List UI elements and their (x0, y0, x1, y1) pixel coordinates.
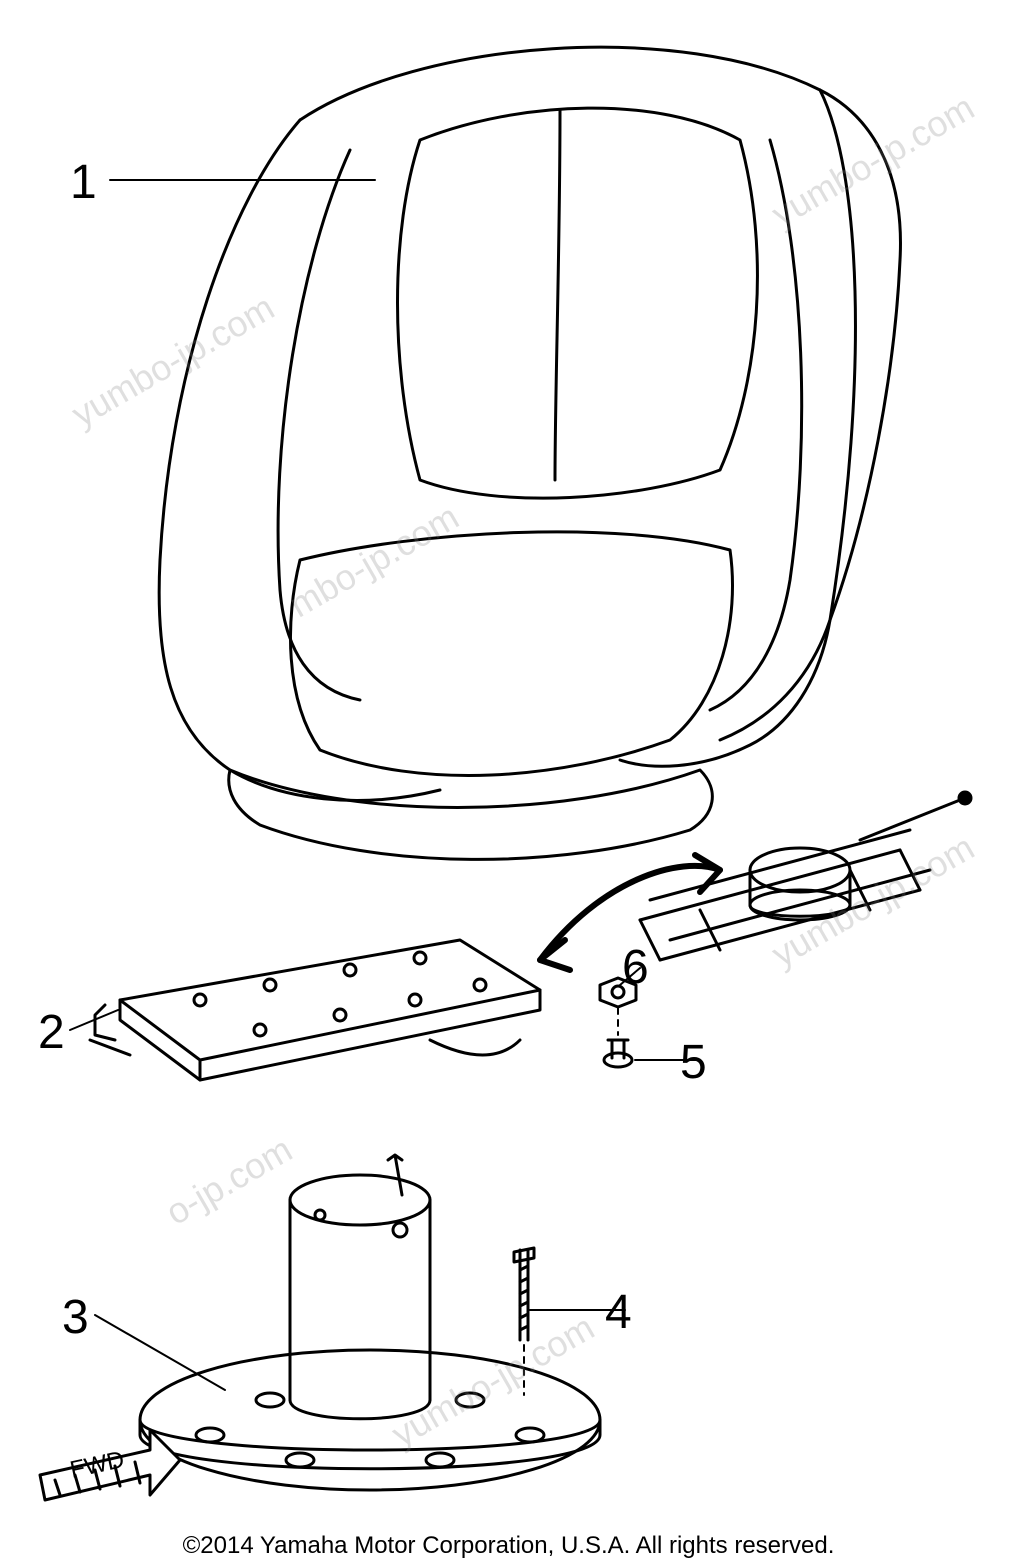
bolt-short (604, 1040, 632, 1067)
seat-cushion-assembly (159, 47, 900, 859)
swivel-mechanism-alt (640, 792, 971, 960)
callout-5: 5 (680, 1035, 707, 1090)
callout-3: 3 (62, 1290, 89, 1345)
callout-4: 4 (605, 1285, 632, 1340)
callout-2: 2 (38, 1005, 65, 1060)
callout-6: 6 (622, 940, 649, 995)
parts-diagram-svg: FWD (0, 0, 1017, 1520)
diagram-container: FWD 1 2 6 5 3 4 yumbo-jp.com yumbo-jp.co… (0, 0, 1017, 1568)
bolt-long (514, 1248, 534, 1340)
pedestal-base (140, 1155, 600, 1490)
swivel-slide-plate (90, 940, 540, 1080)
copyright-text: ©2014 Yamaha Motor Corporation, U.S.A. A… (0, 1532, 1017, 1560)
callout-1: 1 (70, 155, 97, 210)
fwd-indicator: FWD (40, 1430, 180, 1500)
